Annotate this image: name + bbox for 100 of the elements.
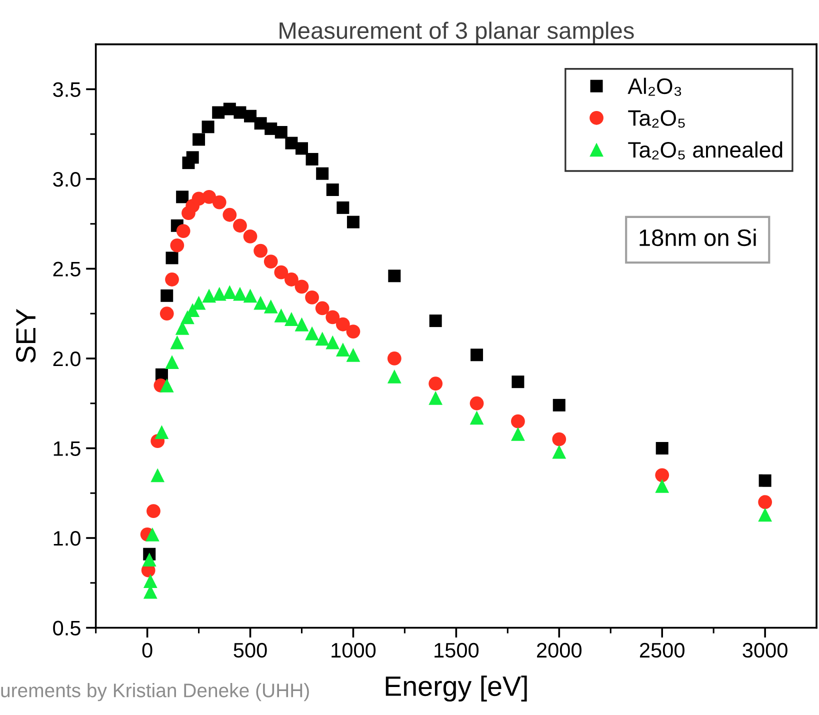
text: 3.0 (53, 172, 80, 187)
point (212, 286, 226, 301)
point (274, 265, 288, 280)
point (160, 289, 174, 302)
point (336, 201, 350, 214)
point (512, 376, 524, 388)
point (170, 238, 184, 252)
point (243, 229, 258, 244)
legend-label: Ta₂O₅ annealed (628, 141, 782, 160)
point (428, 391, 443, 405)
point (244, 110, 257, 122)
point (346, 216, 360, 228)
y-tick-label: 1.5 (54, 441, 80, 456)
point (655, 479, 670, 493)
point (552, 444, 566, 459)
point (388, 270, 401, 282)
point (346, 348, 360, 362)
point (160, 306, 174, 321)
point (202, 190, 216, 204)
text: 1.0 (54, 531, 80, 546)
point (315, 301, 330, 316)
point (150, 468, 165, 482)
point (306, 152, 318, 166)
chart-title: Measurement of 3 planar samples (280, 22, 634, 44)
point (165, 272, 179, 286)
point (336, 317, 350, 332)
point (254, 244, 268, 258)
y-tick-label: 0.5 (53, 620, 80, 636)
point (552, 432, 566, 446)
point (274, 126, 288, 139)
point (274, 308, 288, 322)
point (758, 508, 772, 522)
point (294, 317, 309, 332)
point (154, 425, 169, 440)
point (192, 296, 206, 310)
point (233, 286, 247, 301)
x-tick-label: 2000 (537, 642, 582, 658)
point (326, 310, 340, 324)
point (470, 396, 484, 410)
point (552, 398, 566, 412)
point (175, 321, 190, 335)
point (212, 195, 226, 210)
point (326, 183, 339, 196)
point (146, 504, 160, 518)
point (176, 224, 190, 238)
point (233, 218, 247, 233)
point (758, 474, 772, 487)
point (284, 312, 298, 326)
point (294, 280, 309, 294)
point (170, 335, 184, 350)
x-tick-label: 1000 (332, 642, 376, 658)
point (284, 272, 298, 286)
point (305, 326, 319, 340)
point (212, 106, 225, 119)
y-axis-title: SEY (16, 308, 36, 363)
point (387, 369, 402, 384)
x-axis-title: Energy [eV] (386, 676, 527, 702)
point (656, 442, 668, 454)
point (305, 290, 319, 304)
point (143, 574, 158, 588)
point (285, 136, 298, 150)
x-tick-label: 0 (142, 642, 152, 658)
point (202, 288, 216, 303)
point (429, 314, 442, 328)
point (387, 352, 402, 366)
point (295, 142, 308, 155)
point (428, 376, 443, 391)
text: 2.0 (53, 351, 80, 366)
point (176, 190, 189, 204)
point (166, 252, 178, 264)
point (254, 296, 268, 310)
point (511, 426, 525, 441)
y-tick-label: 3.5 (53, 82, 80, 97)
point (655, 468, 670, 482)
point (222, 208, 237, 222)
point (165, 355, 179, 370)
point (758, 495, 772, 510)
x-tick-label: 2500 (640, 642, 684, 658)
point (186, 151, 199, 164)
point (142, 552, 156, 566)
point (470, 348, 484, 362)
point (243, 288, 258, 303)
point (470, 410, 484, 425)
point (315, 332, 330, 346)
point (264, 254, 278, 268)
point (264, 299, 278, 314)
point (326, 335, 340, 350)
point (146, 527, 160, 542)
point (316, 167, 329, 180)
annotation: 18nm on Si (640, 228, 756, 246)
point (160, 378, 174, 392)
legend-label: Al₂O₃ (628, 78, 682, 96)
point (202, 120, 214, 134)
x-tick-label: 3000 (742, 642, 788, 658)
y-tick-label: 2.5 (53, 262, 80, 276)
point (346, 324, 360, 339)
legend-label: Ta₂O₅ (628, 110, 685, 128)
point (336, 342, 350, 356)
text: urements by Kristian Deneke (UHH) (1, 683, 309, 702)
point (192, 133, 206, 146)
